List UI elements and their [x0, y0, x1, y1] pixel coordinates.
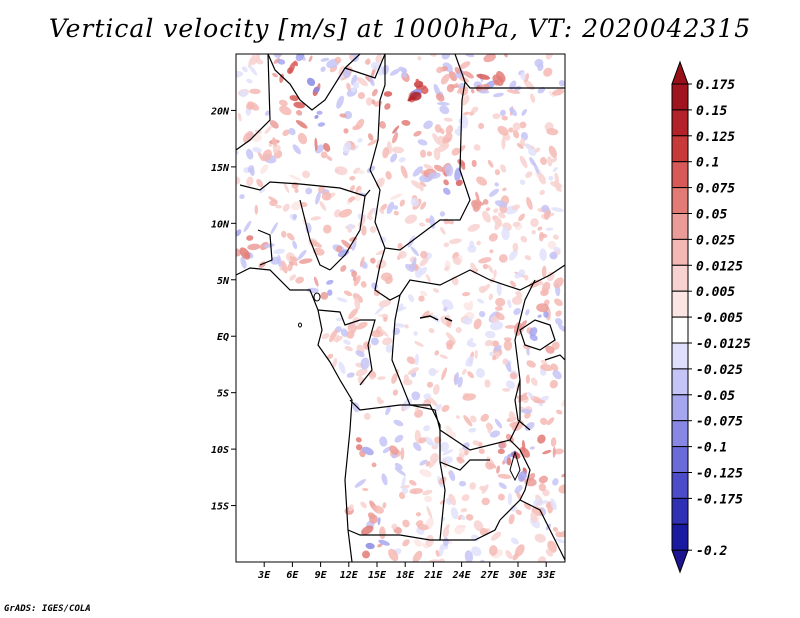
map-frame [235, 53, 566, 563]
lat-tick-label: 10S [211, 445, 229, 456]
lat-tick-label: 15N [211, 163, 230, 174]
lon-tick-label: 21E [423, 570, 443, 581]
colorbar-label: 0.025 [696, 233, 735, 248]
colorbar-swatch [671, 368, 689, 396]
colorbar-label: 0.075 [696, 182, 735, 197]
colorbar-swatch [671, 135, 689, 163]
colorbar-label: 0.05 [696, 208, 727, 223]
lon-tick-label: 3E [257, 570, 271, 581]
lat-tick-label: 20N [210, 106, 230, 117]
colorbar-swatch [671, 161, 689, 189]
colorbar-label: -0.005 [696, 311, 743, 326]
colorbar-swatch [671, 420, 689, 448]
lon-tick-label: 24E [452, 570, 472, 581]
colorbar-overflow-top [671, 60, 689, 85]
colorbar-swatch [671, 497, 689, 525]
colorbar-label: -0.2 [696, 544, 727, 559]
lon-tick-label: 9E [315, 570, 328, 581]
lat-tick-label: 10N [211, 219, 230, 230]
grads-credit: GrADS: IGES/COLA [4, 604, 91, 614]
lon-tick-label: 12E [340, 570, 359, 581]
colorbar-label: -0.025 [696, 363, 743, 378]
colorbar-label: 0.0125 [696, 259, 743, 274]
lat-tick-label: 15S [211, 502, 229, 513]
colorbar-swatch [671, 264, 689, 292]
colorbar-swatch [671, 238, 689, 266]
lon-tick-label: 18E [396, 570, 415, 581]
lon-tick-label: 15E [368, 570, 387, 581]
colorbar-swatch [671, 213, 689, 240]
colorbar-label: 0.175 [696, 78, 735, 93]
colorbar-label: -0.1 [696, 441, 727, 456]
country-borders [236, 54, 565, 562]
colorbar: 0.175 0.15 0.125 0.1 0.075 0.05 0.025 0.0125 0.0… [671, 60, 751, 574]
colorbar-label: 0.125 [696, 130, 735, 145]
colorbar-overflow-bottom [671, 549, 689, 574]
lat-tick-label: 5S [217, 389, 229, 400]
lat-tick-label: EQ [217, 332, 229, 343]
lat-tick-label: 5N [217, 276, 230, 287]
colorbar-swatch [671, 394, 689, 422]
colorbar-swatch [671, 316, 689, 344]
colorbar-swatch [671, 523, 689, 551]
colorbar-swatch [671, 187, 689, 215]
lon-tick-label: 6E [286, 570, 299, 581]
lon-tick-label: 27E [480, 570, 500, 581]
longitude-axis: 3E 6E 9E 12E 15E 18E 21E 24E 27E 30E 33E [257, 562, 556, 581]
colorbar-label: -0.05 [696, 389, 735, 404]
lon-tick-label: 33E [536, 570, 556, 581]
colorbar-label: 0.15 [696, 104, 727, 119]
colorbar-swatch [671, 446, 689, 474]
colorbar-label: -0.175 [696, 492, 743, 507]
colorbar-swatch [671, 472, 689, 499]
colorbar-swatch [671, 109, 689, 137]
colorbar-swatch [671, 342, 689, 370]
velocity-field [236, 54, 565, 562]
colorbar-label: -0.075 [696, 415, 743, 430]
map-title: Vertical velocity [m/s] at 1000hPa, VT: … [48, 14, 752, 43]
colorbar-swatch [671, 83, 689, 111]
colorbar-swatch [671, 290, 689, 318]
colorbar-label: -0.125 [696, 467, 743, 482]
lon-tick-label: 30E [508, 570, 528, 581]
colorbar-label: 0.005 [696, 285, 735, 300]
colorbar-label: 0.1 [696, 156, 719, 171]
latitude-axis: 20N 15N 10N 5N EQ 5S 10S 15S [210, 106, 236, 513]
colorbar-label: -0.0125 [696, 337, 751, 352]
